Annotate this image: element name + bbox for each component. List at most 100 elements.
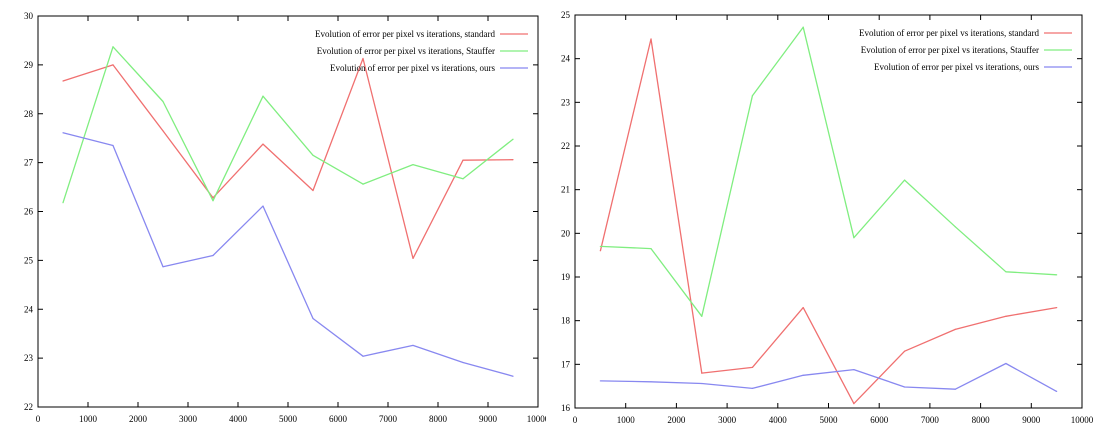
data-point-right-0-1 [650, 38, 652, 40]
x-tick-label-right-6: 6000 [870, 415, 889, 425]
data-point-right-2-7 [954, 388, 956, 390]
series-line-right-0 [599, 38, 1057, 405]
data-point-left-2-9 [512, 375, 514, 377]
y-tick-label-left-5: 27 [24, 158, 34, 168]
data-point-right-2-5 [853, 368, 855, 371]
x-tick-label-right-9: 9000 [1022, 415, 1041, 425]
data-point-left-0-8 [462, 159, 464, 161]
data-point-right-0-5 [853, 403, 855, 405]
chart-left-svg: 0 1000 2000 3000 4000 5000 6000 7000 8000 9000 100… [24, 11, 550, 424]
chart-right-svg: 0 1000 2000 3000 4000 5000 6000 7000 8000 9000 100… [561, 10, 1094, 425]
data-point-left-0-4 [262, 143, 264, 145]
x-tick-label-right-1: 1000 [617, 415, 636, 425]
data-point-left-1-8 [462, 178, 464, 180]
data-point-right-1-8 [1005, 271, 1007, 273]
legend-label-left-2: Evolution of error per pixel vs iteratio… [330, 63, 495, 73]
data-point-left-2-3 [212, 254, 214, 257]
data-point-left-2-2 [162, 266, 164, 268]
y-tick-label-left-6: 28 [24, 109, 34, 119]
data-point-right-0-9 [1056, 306, 1058, 309]
x-tick-label-left-0: 0 [36, 414, 41, 424]
data-point-right-2-3 [751, 387, 754, 389]
data-point-left-2-8 [462, 361, 464, 364]
data-point-left-0-3 [212, 197, 214, 199]
y-tick-label-right-0: 16 [561, 403, 571, 413]
x-tick-label-right-4: 4000 [769, 415, 788, 425]
x-tick-label-right-5: 5000 [820, 415, 839, 425]
y-tick-label-left-7: 29 [24, 60, 34, 70]
x-tick-label-left-10: 10000 [527, 414, 546, 424]
chart-divider [546, 0, 548, 430]
x-tick-label-left-7: 7000 [379, 414, 398, 424]
data-point-left-0-9 [512, 159, 514, 161]
x-tick-label-left-4: 4000 [229, 414, 248, 424]
data-point-right-1-6 [903, 179, 906, 181]
legend-label-right-0: Evolution of error per pixel vs iteratio… [859, 28, 1039, 38]
y-tick-label-left-2: 24 [24, 304, 34, 314]
x-tick-label-right-0: 0 [573, 415, 578, 425]
data-point-right-1-3 [751, 95, 754, 97]
x-tick-label-right-10: 10000 [1071, 415, 1094, 425]
y-tick-label-right-2: 18 [561, 316, 571, 326]
data-point-left-1-7 [412, 163, 414, 166]
data-point-right-2-4 [802, 374, 804, 376]
x-tick-label-left-2: 2000 [129, 414, 148, 424]
data-point-left-2-1 [112, 144, 114, 147]
y-tick-label-left-0: 22 [24, 402, 33, 412]
data-point-right-1-1 [650, 248, 652, 250]
series-line-left-1 [62, 46, 514, 203]
chart-right: 0 1000 2000 3000 4000 5000 6000 7000 8000 9000 100… [548, 0, 1098, 430]
data-point-left-1-0 [62, 202, 64, 204]
y-tick-label-right-8: 24 [561, 54, 571, 64]
data-point-right-0-4 [802, 306, 804, 309]
data-point-left-2-0 [62, 132, 64, 134]
y-tick-label-right-6: 22 [561, 141, 570, 151]
data-point-right-0-7 [954, 328, 956, 330]
series-line-left-0 [62, 57, 514, 260]
data-point-left-0-1 [112, 64, 114, 66]
x-tick-label-left-8: 8000 [429, 414, 448, 424]
series-line-left-2 [62, 132, 514, 377]
data-point-right-0-0 [599, 250, 601, 252]
data-point-right-0-8 [1005, 315, 1007, 317]
y-tick-label-right-3: 19 [561, 272, 571, 282]
data-point-right-1-4 [802, 26, 804, 28]
data-point-right-1-9 [1056, 274, 1058, 276]
data-point-right-1-0 [599, 245, 601, 248]
plot-frame-left [37, 15, 539, 408]
data-point-left-1-6 [362, 183, 364, 185]
data-point-right-0-6 [903, 350, 906, 352]
x-tick-label-left-9: 9000 [479, 414, 498, 424]
legend-label-left-1: Evolution of error per pixel vs iteratio… [317, 46, 495, 56]
legend-label-right-1: Evolution of error per pixel vs iteratio… [861, 45, 1039, 55]
legend-label-left-0: Evolution of error per pixel vs iteratio… [315, 29, 495, 39]
series-line-right-1 [600, 26, 1057, 317]
data-point-right-2-8 [1005, 362, 1007, 365]
data-point-left-1-1 [112, 46, 114, 48]
y-tick-label-left-8: 30 [24, 11, 34, 21]
data-point-left-0-0 [62, 80, 64, 82]
data-point-left-1-5 [312, 154, 314, 156]
x-tick-label-left-5: 5000 [279, 414, 298, 424]
data-point-left-1-9 [512, 138, 514, 140]
legend-label-right-2: Evolution of error per pixel vs iteratio… [874, 62, 1039, 72]
data-point-right-2-9 [1056, 390, 1058, 393]
y-tick-label-left-3: 25 [24, 255, 34, 265]
data-point-left-0-2 [162, 130, 164, 132]
chart-left: 0 1000 2000 3000 4000 5000 6000 7000 8000 9000 100… [0, 0, 550, 430]
data-point-right-2-6 [903, 386, 906, 388]
x-tick-label-left-6: 6000 [329, 414, 348, 424]
data-point-left-2-4 [262, 205, 264, 207]
x-tick-label-left-3: 3000 [179, 414, 198, 424]
x-tick-label-right-8: 8000 [972, 415, 991, 425]
y-tick-label-right-1: 17 [561, 359, 571, 369]
data-point-right-0-2 [701, 372, 703, 374]
data-point-left-0-5 [312, 189, 314, 192]
y-tick-label-right-4: 20 [561, 228, 571, 238]
data-point-left-2-6 [362, 355, 364, 357]
data-point-right-0-3 [751, 366, 754, 368]
x-tick-label-right-7: 7000 [921, 415, 940, 425]
x-tick-label-right-3: 3000 [718, 415, 737, 425]
data-point-left-0-7 [412, 257, 414, 260]
data-point-left-1-4 [262, 95, 264, 97]
